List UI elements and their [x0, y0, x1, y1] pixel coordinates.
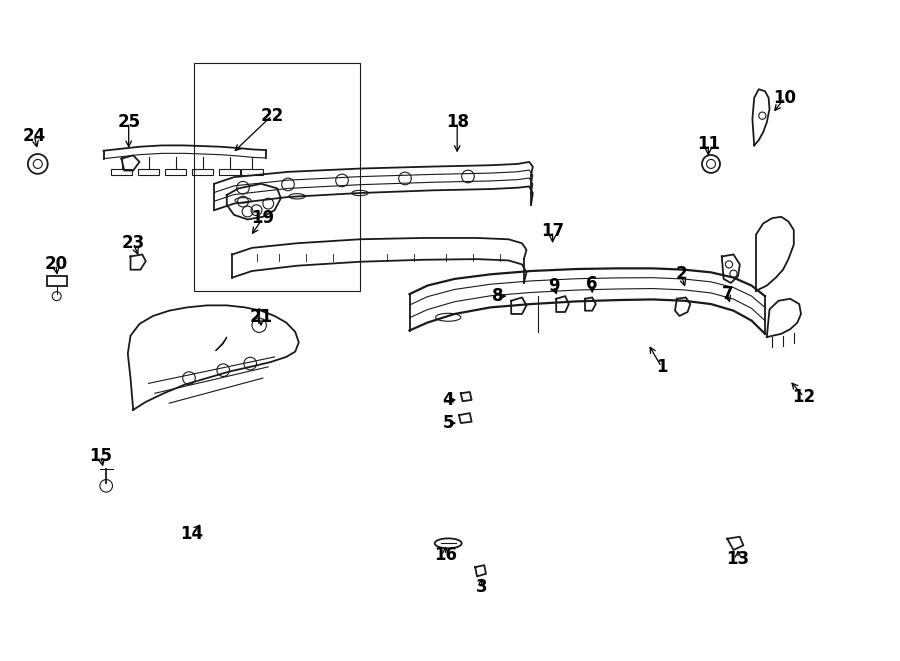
Text: 18: 18 — [446, 113, 469, 132]
Text: 9: 9 — [548, 277, 559, 295]
Text: 25: 25 — [117, 113, 140, 132]
Text: 17: 17 — [541, 222, 564, 241]
Text: 11: 11 — [697, 135, 720, 153]
Text: 7: 7 — [722, 285, 733, 303]
Text: 2: 2 — [676, 265, 687, 284]
Bar — [165, 169, 186, 175]
Text: 10: 10 — [773, 89, 796, 107]
Text: 15: 15 — [89, 447, 112, 465]
Text: 16: 16 — [434, 546, 457, 564]
Bar — [138, 169, 159, 175]
Text: 3: 3 — [476, 578, 487, 596]
Text: 5: 5 — [443, 414, 454, 432]
Bar — [194, 63, 360, 291]
Text: 24: 24 — [22, 126, 46, 145]
Text: 19: 19 — [251, 209, 274, 227]
Bar — [47, 276, 67, 286]
Text: 1: 1 — [656, 358, 667, 376]
Text: 8: 8 — [492, 287, 503, 305]
Text: 20: 20 — [44, 255, 68, 274]
Text: 22: 22 — [260, 106, 284, 125]
Text: 23: 23 — [122, 234, 145, 253]
Bar — [111, 169, 132, 175]
Text: 13: 13 — [726, 549, 750, 568]
Bar — [192, 169, 213, 175]
Text: 14: 14 — [180, 525, 203, 543]
Text: 21: 21 — [249, 308, 273, 327]
Bar — [219, 169, 240, 175]
Text: 4: 4 — [443, 391, 454, 409]
Bar — [241, 169, 263, 175]
Text: 6: 6 — [587, 275, 598, 293]
Text: 12: 12 — [792, 387, 815, 406]
